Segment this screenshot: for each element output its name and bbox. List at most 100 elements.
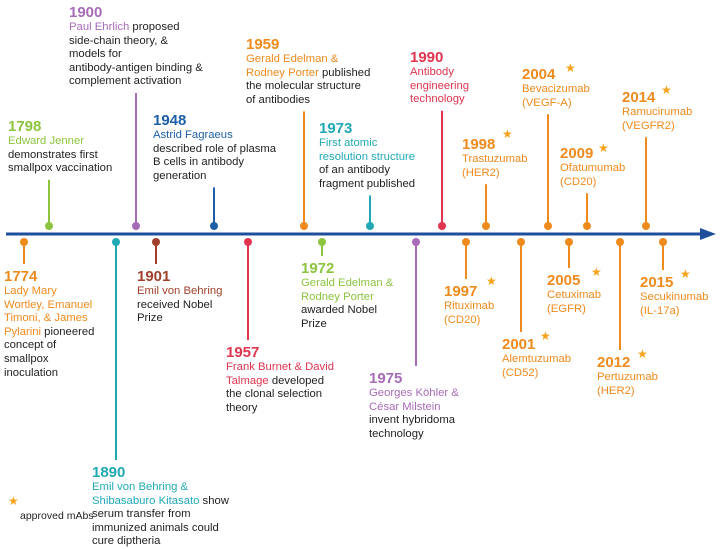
e1973-marker-dot bbox=[366, 222, 374, 230]
event-highlight-text: resolution structure bbox=[319, 150, 416, 163]
event-text-line: models for bbox=[69, 48, 203, 62]
event-1948: 1948 Astrid Fagraeus described role of pla… bbox=[153, 112, 276, 183]
event-1975: 1975 Georges Köhler & César Milstein invent… bbox=[369, 370, 459, 441]
approved-star-icon: ★ bbox=[540, 329, 551, 343]
event-body-text: developed bbox=[268, 374, 324, 387]
event-text-line: generation bbox=[153, 170, 276, 184]
e2015-marker-dot bbox=[659, 238, 667, 246]
event-body-text: the molecular structure bbox=[246, 80, 361, 93]
event-highlight-text: Rodney Porter bbox=[246, 66, 319, 79]
event-highlight-text: Gerald Edelman & bbox=[246, 53, 339, 65]
event-highlight-text: Georges Köhler & bbox=[369, 387, 459, 399]
event-body-text: proposed bbox=[129, 21, 180, 33]
approved-star-icon: ★ bbox=[637, 347, 648, 361]
e2004-marker-dot bbox=[544, 222, 552, 230]
event-1957: 1957 Frank Burnet & David Talmage develope… bbox=[226, 344, 334, 415]
event-year: 1959 bbox=[246, 36, 280, 53]
event-text-line: Rituximab bbox=[444, 300, 494, 314]
event-highlight-text: Talmage bbox=[226, 374, 269, 387]
event-text-line: Timoni, & James bbox=[4, 312, 94, 326]
event-body-text: pioneered bbox=[41, 325, 95, 338]
event-text-line: Ramucirumab bbox=[622, 106, 692, 120]
event-text-line: inoculation bbox=[4, 367, 94, 381]
event-text-line: Emil von Behring bbox=[137, 285, 222, 299]
event-text-line: César Milstein bbox=[369, 401, 459, 415]
event-text-line: described role of plasma bbox=[153, 143, 276, 157]
event-1973: 1973 First atomic resolution structure of a… bbox=[319, 120, 415, 191]
event-highlight-text: Gerald Edelman & bbox=[301, 277, 394, 289]
event-1959: 1959 Gerald Edelman & Rodney Porter publis… bbox=[246, 36, 370, 107]
event-text-line: demonstrates first bbox=[8, 149, 112, 163]
event-text-line: cure diptheria bbox=[92, 535, 229, 549]
event-highlight-text: Shibasaburo Kitasato bbox=[92, 494, 200, 507]
event-year: 1990 bbox=[410, 49, 444, 66]
event-year: 1957 bbox=[226, 344, 260, 361]
e1997-marker-dot bbox=[462, 238, 470, 246]
e1890-marker-dot bbox=[112, 238, 120, 246]
event-text-line: theory bbox=[226, 402, 334, 416]
legend-label: approved mAbs bbox=[20, 510, 94, 522]
event-highlight-text: Rituximab bbox=[444, 300, 495, 312]
event-year: 1972 bbox=[301, 260, 335, 277]
event-body-text: Prize bbox=[301, 317, 327, 330]
event-body-text: of an antibody bbox=[319, 164, 390, 177]
event-text-line: of an antibody bbox=[319, 164, 415, 178]
event-highlight-text: (VEGF-A) bbox=[522, 96, 572, 109]
event-text-line: Shibasaburo Kitasato show bbox=[92, 495, 229, 509]
e1957-marker-dot bbox=[244, 238, 252, 246]
approved-star-icon: ★ bbox=[502, 127, 513, 141]
event-text-line: (CD52) bbox=[502, 367, 571, 381]
event-highlight-text: Bevacizumab bbox=[522, 83, 590, 95]
e2009-marker-dot bbox=[583, 222, 591, 230]
e1900-marker-dot bbox=[132, 222, 140, 230]
event-text-line: of antibodies bbox=[246, 94, 370, 108]
event-text-line: Gerald Edelman & bbox=[301, 277, 393, 291]
event-text-line: (HER2) bbox=[597, 385, 658, 399]
event-text-line: Lady Mary bbox=[4, 285, 94, 299]
event-year: 2012 bbox=[597, 354, 631, 371]
event-year: 1948 bbox=[153, 112, 187, 129]
event-body-text: B cells in antibody bbox=[153, 156, 245, 169]
event-year: 1900 bbox=[69, 4, 103, 21]
event-text-line: (VEGF-A) bbox=[522, 97, 590, 111]
event-body-text: demonstrates first bbox=[8, 148, 98, 161]
e1959-marker-dot bbox=[300, 222, 308, 230]
e2012-marker-dot bbox=[616, 238, 624, 246]
event-highlight-text: (IL-17a) bbox=[640, 304, 680, 317]
event-highlight-text: Wortley, Emanuel bbox=[4, 298, 93, 311]
e1798-marker-dot bbox=[45, 222, 53, 230]
event-text-line: serum transfer from bbox=[92, 508, 229, 522]
event-body-text: smallpox bbox=[4, 352, 49, 365]
event-text-line: Prize bbox=[137, 312, 222, 326]
event-text-line: Emil von Behring & bbox=[92, 481, 229, 495]
event-body-text: complement activation bbox=[69, 75, 182, 88]
event-text-line: B cells in antibody bbox=[153, 156, 276, 170]
event-text-line: concept of bbox=[4, 339, 94, 353]
event-text-line: complement activation bbox=[69, 75, 203, 89]
event-highlight-text: (HER2) bbox=[462, 166, 500, 179]
e1972-marker-dot bbox=[318, 238, 326, 246]
event-text-line: Trastuzumab bbox=[462, 153, 528, 167]
event-body-text: generation bbox=[153, 169, 207, 182]
event-1901: 1901 Emil von Behring received Nobel Prize bbox=[137, 268, 222, 326]
e1774-marker-dot bbox=[20, 238, 28, 246]
event-text-line: Wortley, Emanuel bbox=[4, 299, 94, 313]
event-text-line: side-chain theory, & bbox=[69, 35, 203, 49]
event-text-line: immunized animals could bbox=[92, 522, 229, 536]
event-body-text: concept of bbox=[4, 339, 57, 352]
event-highlight-text: César Milstein bbox=[369, 400, 441, 413]
e1901-marker-dot bbox=[152, 238, 160, 246]
event-year: 2009 bbox=[560, 145, 594, 162]
event-text-line: Edward Jenner bbox=[8, 135, 112, 149]
event-highlight-text: Timoni, & James bbox=[4, 312, 88, 325]
e1990-marker-dot bbox=[438, 222, 446, 230]
approved-star-icon: ★ bbox=[661, 83, 672, 97]
event-text-line: smallpox bbox=[4, 353, 94, 367]
event-text-line: Secukinumab bbox=[640, 291, 708, 305]
event-body-text: awarded Nobel bbox=[301, 304, 377, 317]
event-highlight-text: First atomic bbox=[319, 137, 378, 149]
legend-star-icon: ★ bbox=[8, 494, 19, 508]
event-text-line: (CD20) bbox=[444, 314, 494, 328]
event-text-line: Talmage developed bbox=[226, 375, 334, 389]
e2005-marker-dot bbox=[565, 238, 573, 246]
